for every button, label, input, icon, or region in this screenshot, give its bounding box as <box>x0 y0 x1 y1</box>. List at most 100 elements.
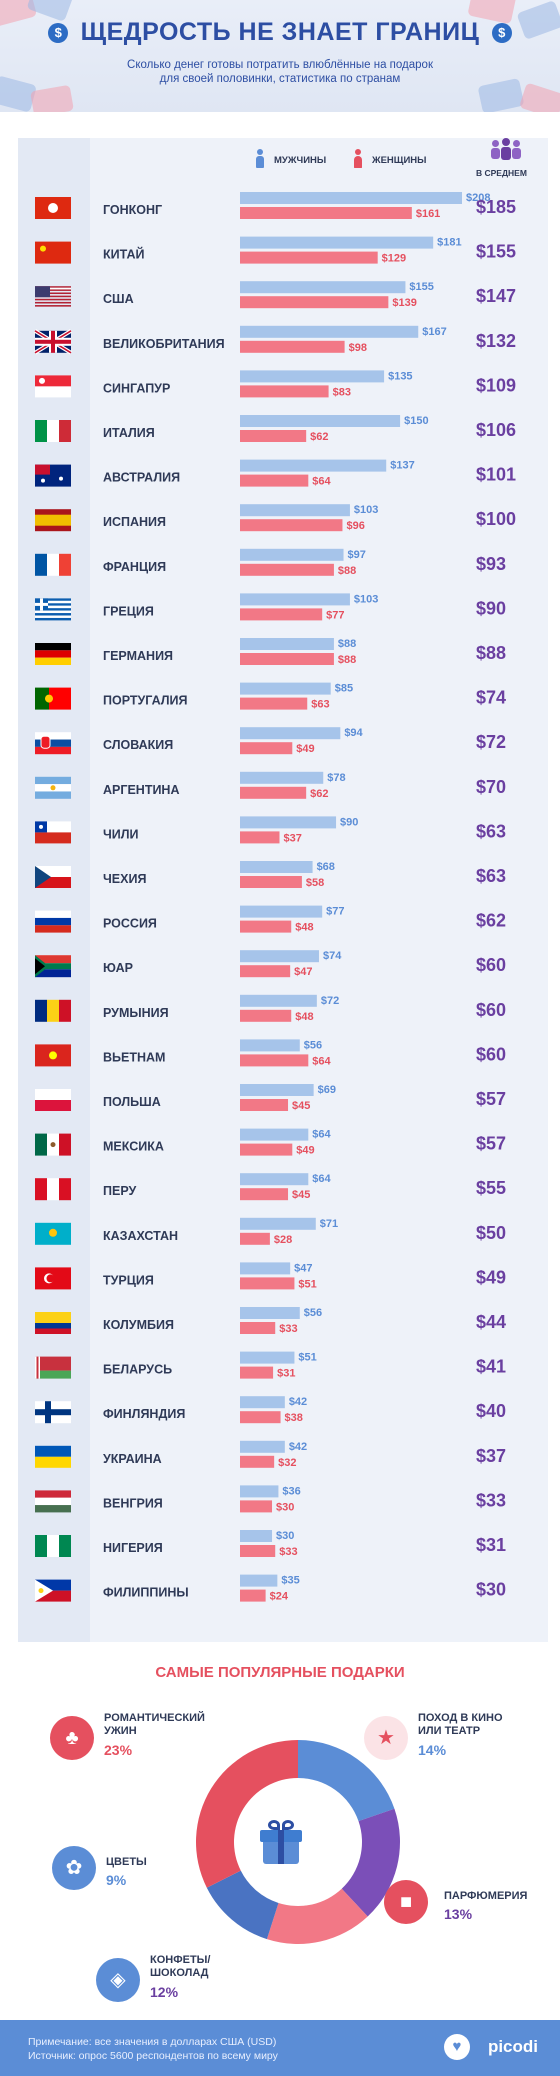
gift-pct-perfume: 13% <box>444 1906 473 1922</box>
flag-ph-icon <box>35 1579 71 1602</box>
value-average: $100 <box>476 509 516 529</box>
gifts-title: САМЫЕ ПОПУЛЯРНЫЕ ПОДАРКИ <box>155 1664 405 1681</box>
chart-row: ФИНЛЯНДИЯ $42 $38 $40 <box>35 1396 506 1424</box>
country-label: КОЛУМБИЯ <box>103 1318 174 1332</box>
country-label: БЕЛАРУСЬ <box>103 1363 172 1377</box>
candy-icon: ◈ <box>96 1958 140 2002</box>
bar-women <box>240 296 389 309</box>
chart-row: АВСТРАЛИЯ $137 $64 $101 <box>35 459 516 488</box>
popcorn-icon: ★ <box>364 1716 408 1760</box>
chart-row: СИНГАПУР $135 $83 $109 <box>35 370 516 398</box>
chart-row: НИГЕРИЯ $30 $33 $31 <box>35 1530 506 1558</box>
value-men: $74 <box>323 950 342 962</box>
country-label: УКРАИНА <box>103 1452 162 1466</box>
value-average: $93 <box>476 554 506 574</box>
country-label: ВЕЛИКОБРИТАНИЯ <box>103 337 225 351</box>
bar-women <box>240 1322 276 1334</box>
value-men: $42 <box>289 1441 307 1453</box>
flag-hk-icon <box>35 197 71 219</box>
flag-tr-icon <box>35 1267 71 1290</box>
value-average: $109 <box>476 375 516 395</box>
bar-women <box>240 1143 293 1156</box>
value-average: $63 <box>476 821 506 841</box>
bar-women <box>240 608 323 621</box>
country-label: КИТАЙ <box>103 247 144 262</box>
group-icon <box>491 138 521 160</box>
donut-slice <box>206 1870 279 1940</box>
value-men: $167 <box>422 326 446 338</box>
country-label: ВЕНГРИЯ <box>103 1496 163 1510</box>
bar-men <box>240 994 317 1007</box>
value-women: $49 <box>296 743 314 755</box>
gift-label-flowers: ЦВЕТЫ <box>106 1856 147 1868</box>
value-average: $101 <box>476 465 516 485</box>
value-average: $41 <box>476 1357 506 1377</box>
value-men: $56 <box>304 1039 322 1051</box>
chart-row: ЧИЛИ $90 $37 $63 <box>35 816 506 844</box>
flag-ru-icon <box>35 910 71 933</box>
value-men: $97 <box>348 549 366 561</box>
value-men: $85 <box>335 683 353 695</box>
bar-women <box>240 251 378 264</box>
female-icon <box>354 149 362 168</box>
flag-gr-icon <box>35 598 71 621</box>
chart-row: ФИЛИППИНЫ $35 $24 $30 <box>35 1574 506 1603</box>
brand-name: picodi <box>487 2037 538 2056</box>
value-average: $33 <box>476 1490 506 1510</box>
bar-men <box>240 281 406 294</box>
value-average: $63 <box>476 866 506 886</box>
gift-pct-dinner: 23% <box>104 1742 133 1758</box>
value-men: $56 <box>304 1307 322 1319</box>
bar-men <box>240 1485 279 1498</box>
bar-men <box>240 1128 309 1141</box>
bar-women <box>240 653 334 665</box>
bar-men <box>240 771 324 784</box>
chart-row: ТУРЦИЯ $47 $51 $49 <box>35 1262 506 1290</box>
bar-men <box>240 1574 278 1587</box>
flag-kz-icon <box>35 1222 71 1245</box>
bar-men <box>240 1530 273 1542</box>
flag-ar-icon <box>35 776 71 799</box>
value-men: $47 <box>294 1262 312 1274</box>
chart-row: РОССИЯ $77 $48 $62 <box>35 905 506 934</box>
value-women: $96 <box>346 520 364 532</box>
flag-hu-icon <box>35 1490 71 1513</box>
country-label: РУМЫНИЯ <box>103 1006 169 1020</box>
chart-row: ПОЛЬША $69 $45 $57 <box>35 1084 506 1112</box>
value-women: $47 <box>294 966 312 978</box>
bar-men <box>240 236 434 249</box>
bar-men <box>240 1396 285 1409</box>
flag-za-icon <box>35 955 71 978</box>
value-men: $88 <box>338 638 356 650</box>
flag-pe-icon <box>35 1178 71 1201</box>
value-women: $45 <box>292 1189 310 1201</box>
chart-row: ЮАР $74 $47 $60 <box>35 950 506 978</box>
gift-pct-flowers: 9% <box>106 1872 127 1888</box>
value-average: $37 <box>476 1446 506 1466</box>
chart-row: ИТАЛИЯ $150 $62 $106 <box>35 415 516 443</box>
bar-women <box>240 563 334 576</box>
flag-fr-icon <box>35 553 71 576</box>
bar-men <box>240 682 331 695</box>
legend-average: В СРЕДНЕМ <box>476 168 527 178</box>
value-average: $60 <box>476 1000 506 1020</box>
value-average: $57 <box>476 1134 506 1154</box>
gift-pct-candy: 12% <box>150 1984 179 2000</box>
bar-women <box>240 1589 266 1602</box>
value-average: $31 <box>476 1535 506 1555</box>
value-women: $37 <box>283 832 301 844</box>
value-women: $38 <box>285 1412 303 1424</box>
flag-mx-icon <box>35 1133 71 1156</box>
bar-men <box>240 1084 314 1096</box>
country-label: СЛОВАКИЯ <box>103 738 173 752</box>
decor-card <box>30 84 74 112</box>
chart-row: ГЕРМАНИЯ $88 $88 $88 <box>35 638 506 666</box>
bar-men <box>240 415 401 427</box>
country-label: ИСПАНИЯ <box>103 515 166 529</box>
chart-row: АРГЕНТИНА $78 $62 $70 <box>35 771 506 800</box>
flag-ua-icon <box>35 1445 71 1468</box>
bar-men <box>240 816 337 829</box>
value-men: $68 <box>317 861 335 873</box>
value-average: $74 <box>476 688 506 708</box>
bar-men <box>240 1351 295 1364</box>
